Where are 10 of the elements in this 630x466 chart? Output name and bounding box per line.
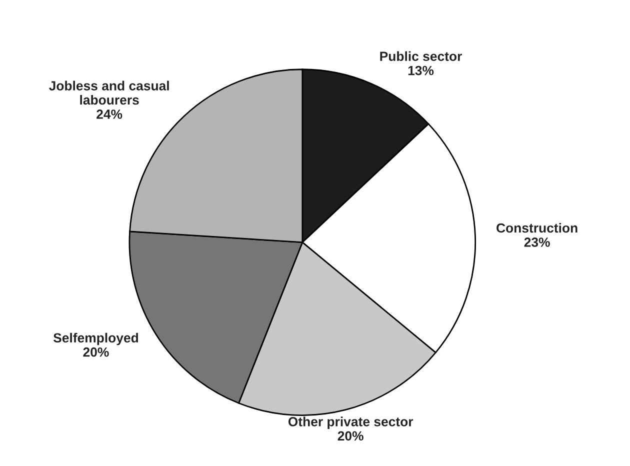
slice-label: Public sector xyxy=(380,51,462,61)
data-label: 24% xyxy=(96,110,122,119)
data-label: 23% xyxy=(524,238,550,247)
data-label: 20% xyxy=(83,347,109,357)
slice-label: Other private sector xyxy=(288,416,414,429)
data-label: 13% xyxy=(408,66,434,76)
slice-label: Selfemployed xyxy=(53,332,138,346)
data-label: 20% xyxy=(338,431,364,441)
slice-label: Jobless and casual labourers xyxy=(49,80,169,105)
slice-label: Construction xyxy=(496,222,578,233)
